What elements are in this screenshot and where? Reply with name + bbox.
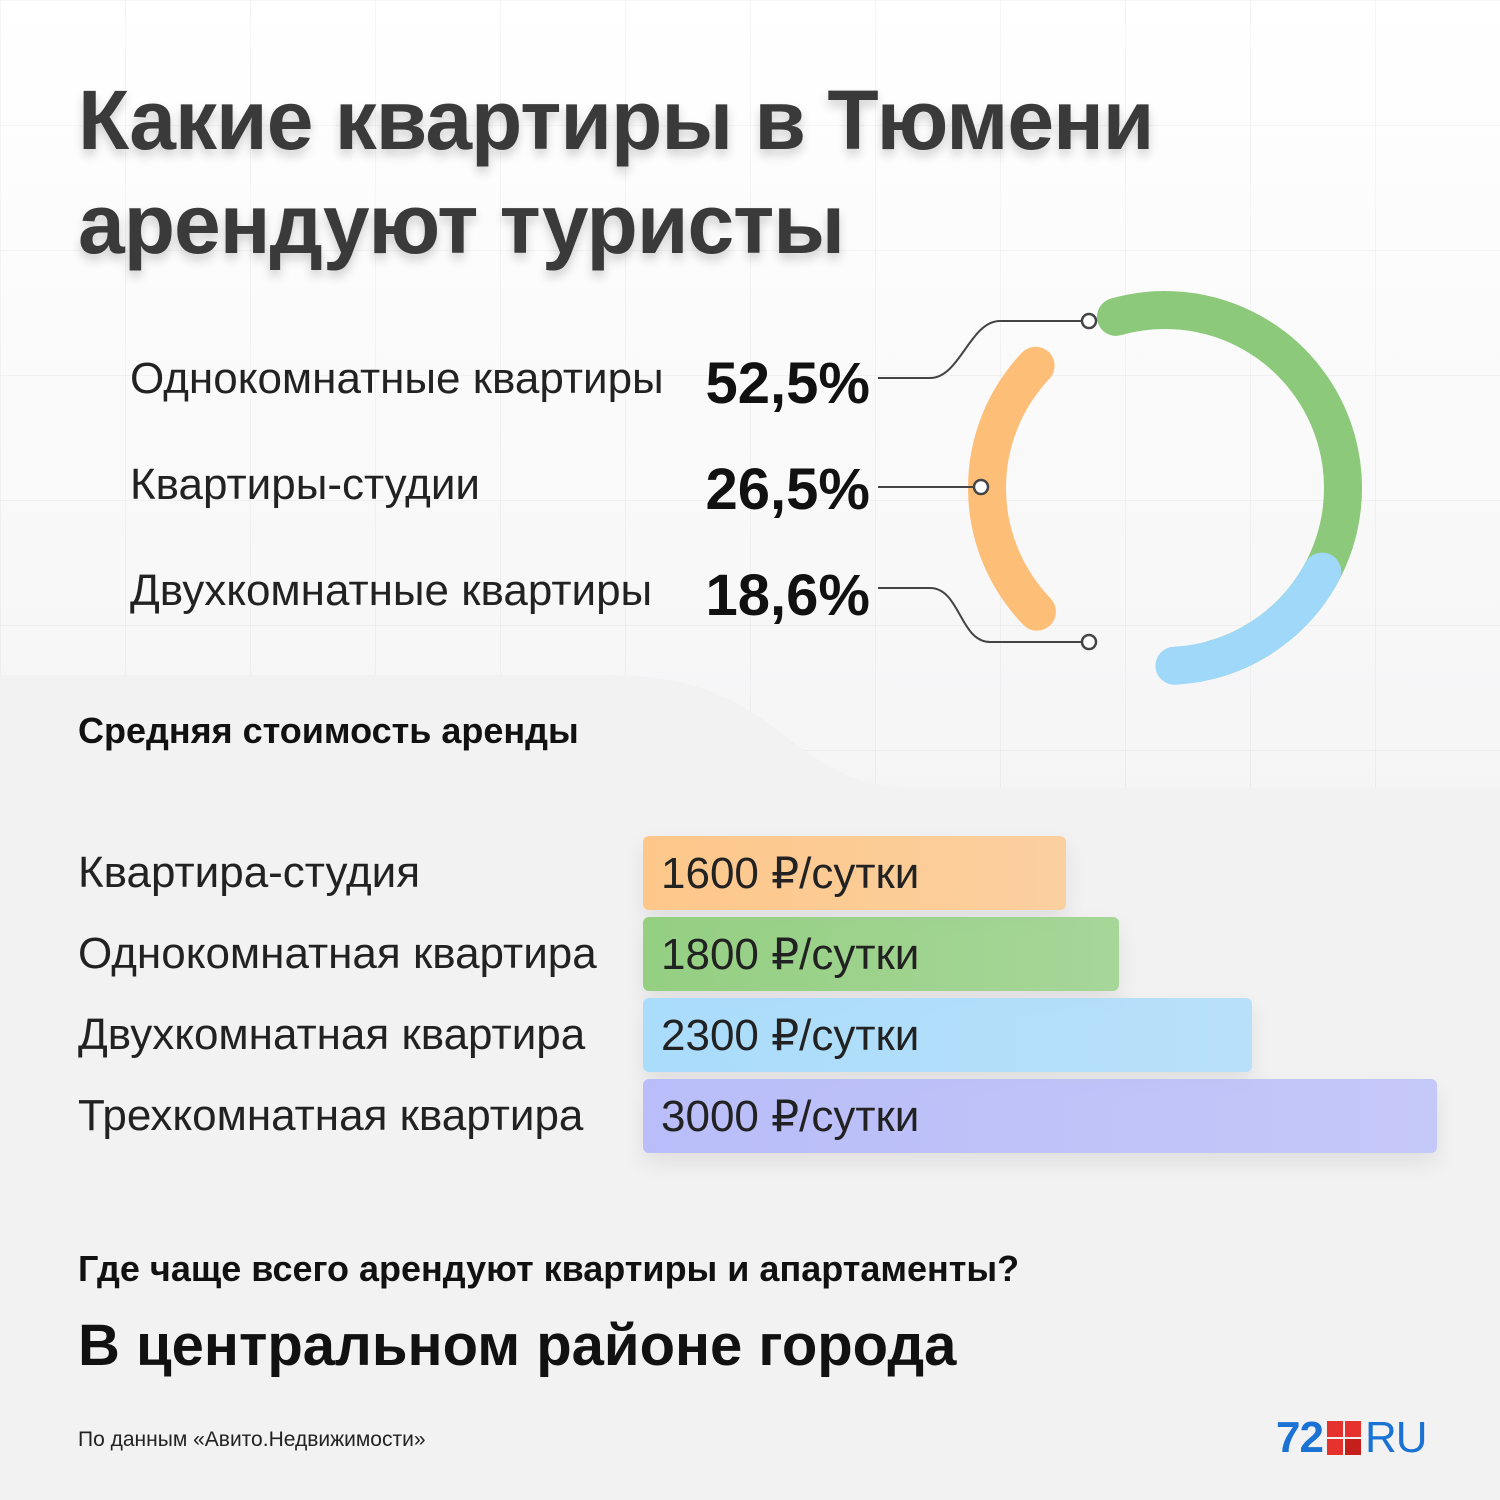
price-section-title: Средняя стоимость аренды bbox=[78, 710, 579, 751]
bar-category-label: Двухкомнатная квартира bbox=[78, 1010, 586, 1059]
bar-value-label: 1600 ₽/сутки bbox=[661, 849, 920, 898]
legend-value-two-room: 18,6% bbox=[705, 563, 870, 628]
price-bar: 2300 ₽/сутки bbox=[643, 998, 1252, 1072]
leader-dot-1 bbox=[972, 478, 990, 496]
bar-value-label: 1800 ₽/сутки bbox=[661, 930, 920, 979]
donut-chart bbox=[878, 291, 1363, 685]
answer-text: В центральном районе города bbox=[78, 1313, 957, 1378]
donut-segment-1 bbox=[968, 346, 1056, 631]
logo-mark-icon bbox=[1326, 1421, 1361, 1455]
price-bar: 1800 ₽/сутки bbox=[643, 917, 1119, 991]
title-line-1: Какие квартиры в Тюмени bbox=[78, 73, 1154, 167]
price-bar: 1600 ₽/сутки bbox=[643, 836, 1066, 910]
legend-value-one-room: 52,5% bbox=[705, 351, 870, 416]
page-title: Какие квартиры в Тюмени арендуют туристы bbox=[78, 68, 1154, 276]
logo-number: 72 bbox=[1276, 1413, 1324, 1462]
bar-value-label: 2300 ₽/сутки bbox=[661, 1011, 920, 1060]
price-bar: 3000 ₽/сутки bbox=[643, 1079, 1437, 1153]
legend-label-studio: Квартиры-студии bbox=[130, 460, 480, 509]
bar-value-label: 3000 ₽/сутки bbox=[661, 1092, 920, 1141]
title-line-2: арендуют туристы bbox=[78, 177, 845, 271]
background-grid bbox=[0, 0, 1500, 800]
donut-segment-2 bbox=[1155, 552, 1342, 685]
legend-label-two-room: Двухкомнатные квартиры bbox=[130, 566, 653, 615]
bar-category-label: Квартира-студия bbox=[78, 848, 421, 897]
source-note: По данным «Авито.Недвижимости» bbox=[78, 1428, 426, 1451]
bar-category-label: Однокомнатная квартира bbox=[78, 929, 597, 978]
leader-line-2 bbox=[878, 587, 1089, 643]
leader-line-0 bbox=[878, 320, 1089, 379]
question-heading: Где чаще всего арендуют квартиры и апарт… bbox=[78, 1248, 1020, 1289]
legend-value-studio: 26,5% bbox=[705, 457, 870, 522]
legend-label-one-room: Однокомнатные квартиры bbox=[130, 354, 664, 403]
leader-dot-2 bbox=[1080, 633, 1098, 651]
logo-suffix: RU bbox=[1364, 1413, 1428, 1462]
background-top bbox=[0, 0, 1500, 800]
brand-logo: 72 RU bbox=[1276, 1413, 1428, 1462]
bar-category-label: Трехкомнатная квартира bbox=[78, 1091, 584, 1140]
leader-dot-0 bbox=[1080, 312, 1098, 330]
